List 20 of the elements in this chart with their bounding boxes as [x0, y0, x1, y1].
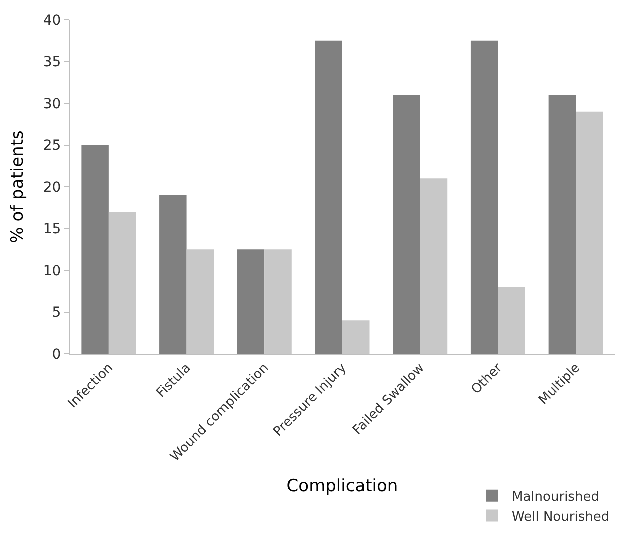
y-axis-title: % of patients	[8, 130, 28, 244]
y-tick-label: 10	[43, 263, 62, 280]
y-tick-label: 30	[43, 96, 62, 112]
legend-label: Well Nourished	[512, 510, 610, 525]
bar	[393, 95, 420, 354]
y-tick-label: 20	[43, 180, 62, 196]
bar	[315, 40, 342, 354]
y-tick-label: 25	[43, 138, 62, 154]
bar	[160, 195, 187, 354]
y-tick-label: 15	[43, 222, 62, 238]
y-tick-label: 0	[52, 346, 62, 363]
bar	[82, 145, 109, 354]
y-tick-label: 40	[43, 12, 62, 29]
y-tick-label: 35	[43, 54, 62, 71]
legend-label: Malnourished	[512, 490, 600, 505]
bar	[548, 95, 576, 354]
bar	[470, 40, 498, 354]
x-axis-title: Complication	[286, 476, 398, 496]
y-tick-label: 5	[52, 305, 62, 322]
bar	[237, 250, 265, 354]
